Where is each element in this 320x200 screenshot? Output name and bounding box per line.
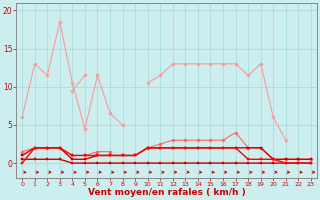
X-axis label: Vent moyen/en rafales ( km/h ): Vent moyen/en rafales ( km/h ) <box>88 188 245 197</box>
